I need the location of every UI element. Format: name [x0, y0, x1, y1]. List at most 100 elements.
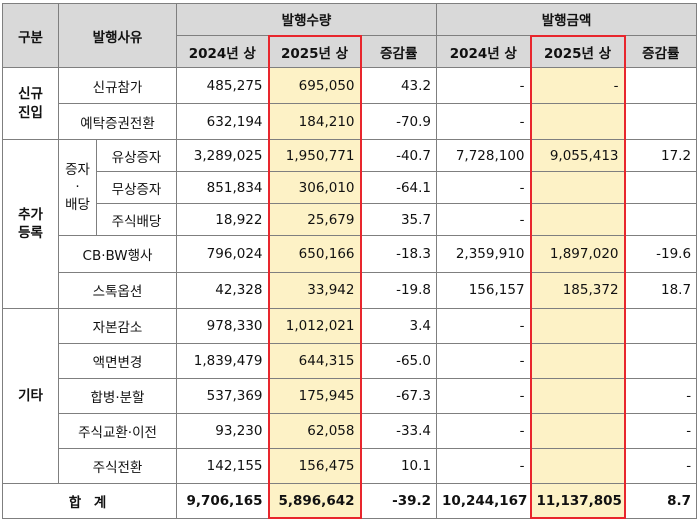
amt-2025: [529, 377, 626, 415]
qty-2024: 18,922: [176, 203, 269, 237]
row-label: 주식교환·이전: [58, 413, 177, 450]
amt-2024: -: [436, 203, 532, 237]
row-label: 신규참가: [58, 67, 177, 105]
qty-2024: 93,230: [176, 413, 269, 450]
amt-change: [624, 203, 698, 237]
total-qty-2024: 9,706,165: [176, 483, 269, 519]
header-qty-2024: 2024년 상: [176, 35, 269, 69]
amt-2025: 1,897,020: [529, 235, 626, 273]
qty-2024: 1,839,479: [176, 342, 269, 379]
amt-2025: [529, 413, 626, 450]
qty-change: -18.3: [359, 235, 438, 273]
amt-2024: -: [436, 342, 532, 379]
header-quantity: 발행수량: [175, 2, 438, 37]
qty-2025: 695,050: [267, 67, 362, 105]
header-reason: 발행사유: [58, 2, 177, 69]
qty-2024: 537,369: [176, 377, 269, 415]
qty-change: -19.8: [359, 271, 438, 309]
row-label: 주식배당: [96, 203, 177, 237]
qty-change: -70.9: [359, 103, 438, 141]
qty-2025: 62,058: [267, 413, 362, 450]
amt-change: [624, 67, 698, 105]
total-amt-2024: 10,244,167: [436, 483, 532, 519]
amt-change: [624, 103, 698, 141]
header-amt-2024: 2024년 상: [436, 35, 532, 69]
qty-2024: 485,275: [176, 67, 269, 105]
amt-change: -: [624, 377, 698, 415]
total-label: 합 계: [2, 483, 177, 519]
amt-2024: 7,728,100: [436, 139, 532, 173]
header-qty-change: 증감률: [359, 35, 438, 69]
qty-2025: 644,315: [267, 342, 362, 379]
total-amt-2025: 11,137,805: [529, 483, 626, 520]
qty-change: 3.4: [359, 307, 438, 344]
qty-2025: 25,679: [267, 203, 362, 237]
header-amt-2025: 2025년 상: [529, 34, 626, 69]
qty-change: -40.7: [359, 139, 438, 173]
qty-2025: 175,945: [267, 377, 362, 415]
total-amt-change: 8.7: [624, 483, 698, 519]
qty-change: -64.1: [359, 171, 438, 205]
amt-change: [624, 342, 698, 379]
amt-2024: 2,359,910: [436, 235, 532, 273]
group-new-entry-label: 신규 진입: [18, 86, 43, 121]
qty-2024: 796,024: [176, 235, 269, 273]
amt-change: -: [624, 413, 698, 450]
qty-change: 43.2: [359, 67, 438, 105]
qty-change: 35.7: [359, 203, 438, 237]
amt-2025: [529, 307, 626, 344]
qty-2025: 33,942: [267, 271, 362, 309]
row-label: 스톡옵션: [58, 271, 177, 309]
amt-change: [624, 307, 698, 344]
row-label: 자본감소: [58, 307, 177, 344]
qty-2025: 306,010: [267, 171, 362, 205]
amt-2025: 185,372: [529, 271, 626, 309]
qty-2024: 632,194: [176, 103, 269, 141]
amt-change: [624, 171, 698, 205]
header-amount: 발행금액: [436, 2, 698, 37]
row-label: 무상증자: [96, 171, 177, 205]
total-row: 합 계 9,706,165 5,896,642 -39.2 10,244,167…: [2, 483, 698, 520]
amt-2025: [529, 448, 626, 485]
qty-change: -33.4: [359, 413, 438, 450]
amt-change: 17.2: [624, 139, 698, 173]
amt-change: -: [624, 448, 698, 485]
group-capital-dividend: 증자 · 배당: [58, 139, 97, 237]
amt-2024: -: [436, 413, 532, 450]
header-amt-change: 증감률: [624, 35, 698, 69]
total-qty-2025: 5,896,642: [267, 483, 362, 520]
row-label: 주식전환: [58, 448, 177, 485]
qty-2025: 1,012,021: [267, 307, 362, 344]
amt-2024: -: [436, 448, 532, 485]
total-qty-change: -39.2: [359, 483, 438, 519]
group-capital-dividend-label: 증자 · 배당: [65, 161, 90, 213]
amt-change: -19.6: [624, 235, 698, 273]
row-label: CB·BW행사: [58, 235, 177, 273]
row-label: 예탁증권전환: [58, 103, 177, 141]
amt-change: 18.7: [624, 271, 698, 309]
header-category: 구분: [2, 2, 59, 69]
qty-2024: 142,155: [176, 448, 269, 485]
group-other: 기타: [2, 307, 59, 485]
group-additional-label: 추가 등록: [18, 206, 43, 242]
qty-2024: 978,330: [176, 307, 269, 344]
qty-change: 10.1: [359, 448, 438, 485]
amt-2024: -: [436, 103, 532, 141]
amt-2024: -: [436, 377, 532, 415]
amt-2024: -: [436, 171, 532, 205]
amt-2024: 156,157: [436, 271, 532, 309]
row-label: 액면변경: [58, 342, 177, 379]
qty-change: -65.0: [359, 342, 438, 379]
qty-2025: 650,166: [267, 235, 362, 273]
qty-change: -67.3: [359, 377, 438, 415]
qty-2024: 3,289,025: [176, 139, 269, 173]
qty-2025: 184,210: [267, 103, 362, 141]
qty-2024: 42,328: [176, 271, 269, 309]
group-new-entry: 신규 진입: [2, 67, 59, 141]
header-qty-2025: 2025년 상: [267, 34, 362, 69]
qty-2024: 851,834: [176, 171, 269, 205]
amt-2025: -: [529, 67, 626, 105]
row-label: 유상증자: [96, 139, 177, 173]
amt-2025: [529, 203, 626, 237]
